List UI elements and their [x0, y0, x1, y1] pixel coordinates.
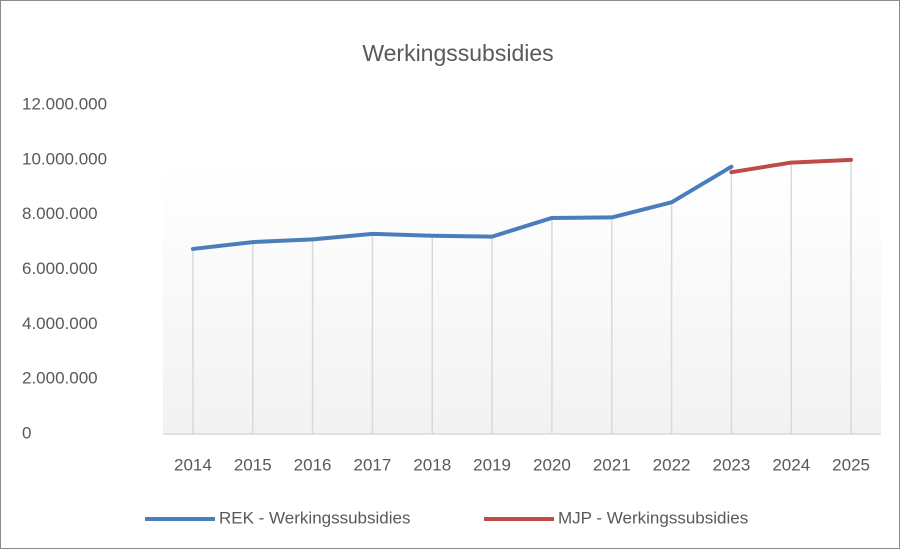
series-line — [729, 157, 854, 175]
x-tick-label: 2014 — [174, 455, 212, 474]
x-tick-label: 2023 — [713, 455, 751, 474]
plot-shade — [163, 165, 881, 434]
x-tick-label: 2024 — [772, 455, 810, 474]
x-tick-label: 2018 — [413, 455, 451, 474]
y-tick-label: 0 — [22, 423, 31, 442]
x-tick-label: 2025 — [832, 455, 870, 474]
x-tick-label: 2015 — [234, 455, 272, 474]
series-line — [190, 164, 734, 251]
y-tick-label: 4.000.000 — [22, 314, 98, 333]
chart-title: Werkingssubsidies — [362, 40, 553, 66]
x-tick-label: 2019 — [473, 455, 511, 474]
legend-label: MJP - Werkingssubsidies — [558, 508, 748, 527]
y-tick-label: 6.000.000 — [22, 259, 98, 278]
legend-label: REK - Werkingssubsidies — [219, 508, 410, 527]
x-tick-label: 2022 — [653, 455, 691, 474]
y-tick-label: 12.000.000 — [22, 94, 107, 113]
y-tick-label: 10.000.000 — [22, 149, 107, 168]
x-tick-label: 2017 — [354, 455, 392, 474]
x-tick-label: 2020 — [533, 455, 571, 474]
y-tick-label: 8.000.000 — [22, 204, 98, 223]
y-tick-label: 2.000.000 — [22, 369, 98, 388]
x-tick-label: 2016 — [294, 455, 332, 474]
x-tick-label: 2021 — [593, 455, 631, 474]
